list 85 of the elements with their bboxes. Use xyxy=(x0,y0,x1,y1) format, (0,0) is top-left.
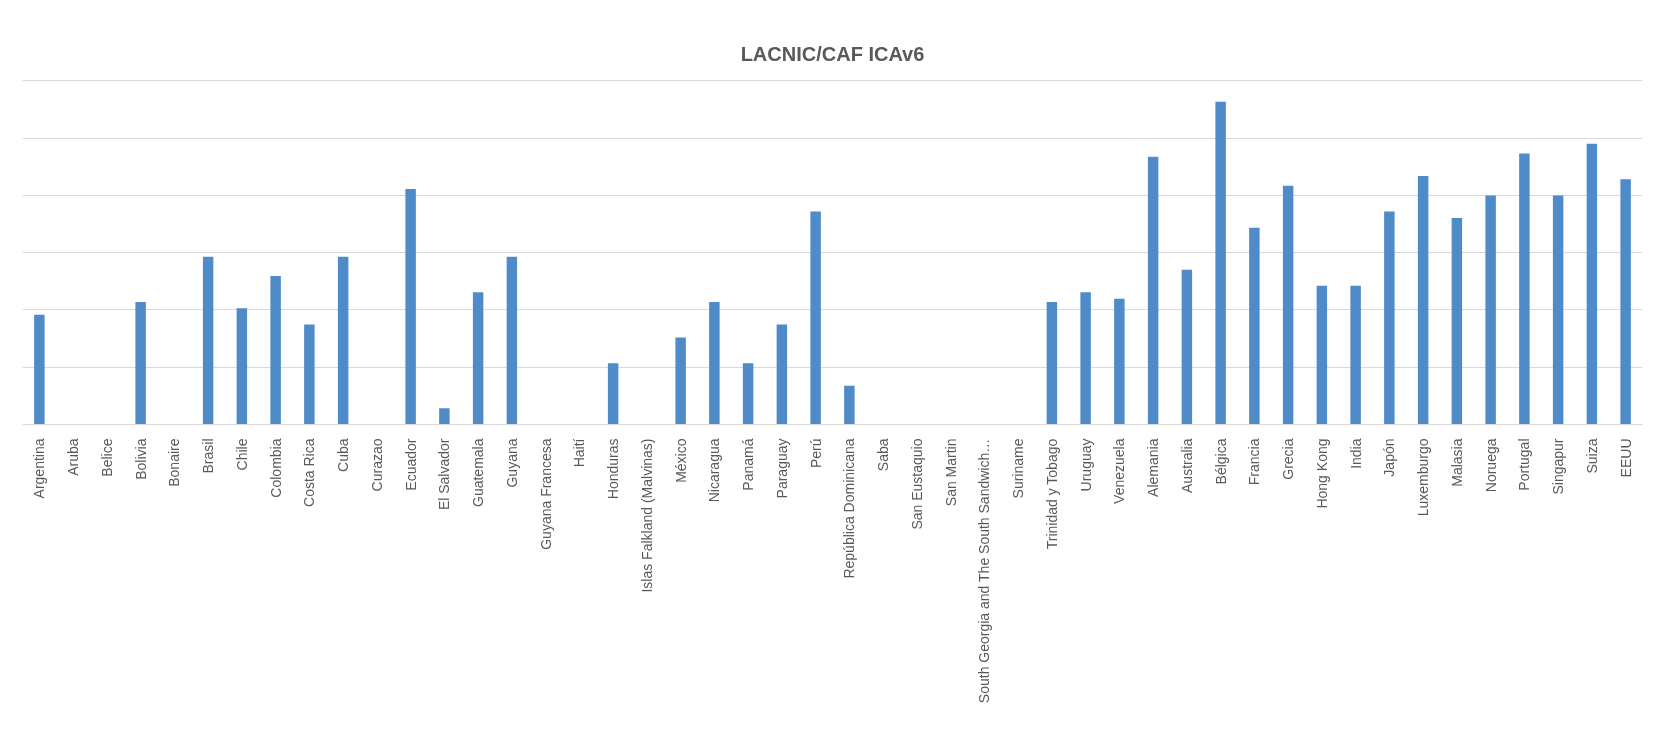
bar xyxy=(1181,269,1193,425)
bar xyxy=(1586,143,1598,425)
x-tick-label: Panamá xyxy=(740,438,757,491)
x-tick-label: Australia xyxy=(1178,438,1195,493)
bar xyxy=(1417,176,1429,425)
bar xyxy=(776,324,788,425)
x-tick-label: San Martin xyxy=(942,438,959,507)
x-tick-label: Ecuador xyxy=(402,438,419,491)
bar xyxy=(506,256,518,425)
bar xyxy=(337,256,349,425)
x-tick-label: Costa Rica xyxy=(301,438,318,507)
bar xyxy=(844,385,855,425)
bar xyxy=(1552,195,1564,425)
x-tick-label: Bolivia xyxy=(132,438,149,480)
x-tick-label: El Salvador xyxy=(436,438,453,511)
x-tick-label: Honduras xyxy=(605,438,622,500)
x-tick-label: EEUU xyxy=(1617,438,1634,478)
bar xyxy=(1519,153,1530,425)
bar xyxy=(1282,185,1294,425)
x-tick-label: Malasia xyxy=(1448,438,1465,487)
x-tick-label: Cuba xyxy=(335,438,352,472)
x-tick-label: Portugal xyxy=(1516,438,1533,491)
bar xyxy=(1350,285,1361,425)
bar xyxy=(709,301,720,425)
bar xyxy=(472,292,484,425)
bar xyxy=(675,337,686,425)
x-tick-label: San Eustaquio xyxy=(908,438,925,530)
bar xyxy=(34,314,45,425)
x-tick-label: Suiza xyxy=(1583,438,1600,474)
x-tick-label: Belice xyxy=(98,438,115,477)
bar xyxy=(304,324,315,425)
bar xyxy=(135,301,146,425)
bar xyxy=(607,363,619,425)
x-tick-label: Colombia xyxy=(267,438,284,498)
bar xyxy=(405,188,416,425)
bar xyxy=(1080,292,1091,425)
x-tick-label: Noruega xyxy=(1482,438,1499,493)
x-tick-label: Trinidad y Tobago xyxy=(1043,438,1060,550)
x-tick-label: Aruba xyxy=(65,438,82,476)
bar xyxy=(1215,101,1226,425)
bar xyxy=(1485,195,1496,425)
x-tick-label: South Georgia and The South Sandwich… xyxy=(976,438,993,704)
x-tick-label: Alemania xyxy=(1145,438,1162,497)
x-tick-label: México xyxy=(672,438,689,483)
bar xyxy=(1451,218,1463,425)
x-tick-label: Grecia xyxy=(1280,438,1297,480)
x-tick-label: Guatemala xyxy=(470,438,487,507)
x-tick-label: Bélgica xyxy=(1212,438,1229,485)
bar xyxy=(439,408,450,425)
x-tick-label: Bonaire xyxy=(166,438,183,487)
x-tick-label: Nicaragua xyxy=(706,438,723,503)
x-tick-label: Japón xyxy=(1381,438,1398,477)
x-tick-label: Paraguay xyxy=(773,438,790,499)
x-tick-label: India xyxy=(1347,438,1364,469)
bar xyxy=(742,363,754,425)
x-tick-label: Guyana xyxy=(503,438,520,488)
x-tick-label: Suriname xyxy=(1010,438,1027,499)
x-tick-label: Perú xyxy=(807,438,824,469)
bar xyxy=(1620,179,1631,425)
bar xyxy=(1147,156,1159,425)
bar xyxy=(1384,211,1395,425)
chart-title: LACNIC/CAF ICAv6 xyxy=(740,42,925,65)
x-tick-label: Guyana Francesa xyxy=(537,438,554,550)
x-tick-label: Uruguay xyxy=(1077,438,1094,492)
x-tick-label: Haití xyxy=(571,438,588,468)
bar xyxy=(202,256,214,425)
bar xyxy=(1316,285,1328,425)
x-tick-label: Argentina xyxy=(31,438,48,499)
bar xyxy=(270,276,281,425)
x-tick-label: Brasil xyxy=(200,438,217,474)
bar xyxy=(1114,298,1125,425)
bar xyxy=(1249,227,1260,425)
x-tick-label: Hong Kong xyxy=(1313,438,1330,509)
bar xyxy=(810,211,821,425)
x-tick-label: Luxemburgo xyxy=(1415,438,1432,517)
x-tick-label: Francia xyxy=(1246,438,1263,486)
bar xyxy=(236,308,248,425)
x-tick-label: Chile xyxy=(233,438,250,471)
x-tick-label: República Dominicana xyxy=(841,438,858,579)
x-tick-label: Islas Falkland (Malvinas) xyxy=(638,438,655,593)
x-tick-label: Venezuela xyxy=(1111,438,1128,504)
bar xyxy=(1046,301,1058,425)
x-tick-label: Saba xyxy=(875,438,892,472)
x-tick-label: Singapur xyxy=(1550,438,1567,495)
x-tick-label: Curazao xyxy=(368,438,385,492)
